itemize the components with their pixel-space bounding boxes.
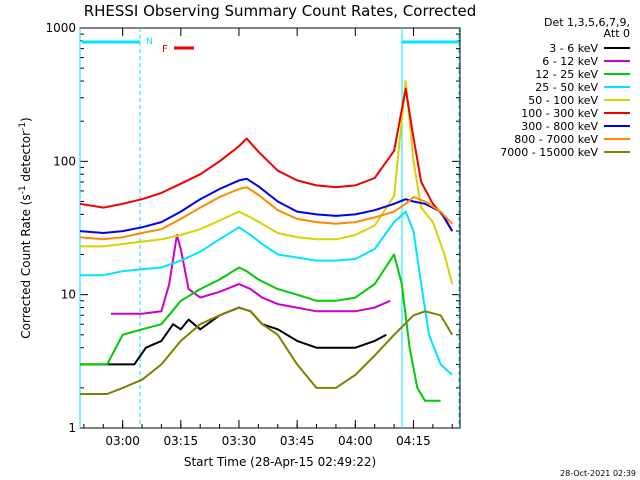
y-tick-label: 100 bbox=[53, 154, 76, 168]
series-line bbox=[80, 253, 441, 402]
series-line bbox=[79, 87, 454, 232]
series-line bbox=[80, 210, 453, 376]
x-axis-label: Start Time (28-Apr-15 02:49:22) bbox=[184, 455, 376, 469]
series-line bbox=[80, 80, 454, 285]
y-tick-label: 10 bbox=[61, 288, 76, 302]
y-tick-label: 1 bbox=[68, 421, 76, 435]
chart-title: RHESSI Observing Summary Count Rates, Co… bbox=[84, 2, 477, 20]
legend-label: 300 - 800 keV bbox=[521, 120, 598, 133]
series-line bbox=[80, 306, 454, 395]
y-axis: 1 10 100 1000 bbox=[45, 21, 460, 435]
x-tick-label: 04:15 bbox=[396, 434, 431, 448]
legend-label: 3 - 6 keV bbox=[549, 42, 598, 55]
series-line bbox=[79, 177, 454, 234]
legend-label: 50 - 100 keV bbox=[528, 94, 598, 107]
legend-label: 12 - 25 keV bbox=[535, 68, 598, 81]
legend-label: 25 - 50 keV bbox=[535, 81, 598, 94]
x-tick-label: 03:00 bbox=[105, 434, 140, 448]
x-axis: 03:00 03:15 03:30 03:45 04:00 04:15 bbox=[83, 28, 453, 448]
x-tick-label: 04:00 bbox=[338, 434, 373, 448]
x-tick-label: 03:45 bbox=[280, 434, 315, 448]
legend-header-line: Det 1,3,5,6,7,9, bbox=[544, 16, 630, 29]
timestamp: 28-Oct-2021 02:39 bbox=[560, 469, 636, 478]
x-tick-label: 03:30 bbox=[222, 434, 257, 448]
legend-label: 800 - 7000 keV bbox=[514, 133, 598, 146]
legend-label: 100 - 300 keV bbox=[521, 107, 598, 120]
y-tick-label: 1000 bbox=[45, 21, 76, 35]
legend-header-line: Att 0 bbox=[604, 27, 630, 40]
legend-label: 7000 - 15000 keV bbox=[500, 146, 598, 159]
series-line bbox=[80, 306, 387, 366]
series-line bbox=[111, 234, 391, 315]
series-group bbox=[79, 80, 454, 402]
x-tick-label: 03:15 bbox=[164, 434, 199, 448]
legend-label: 6 - 12 keV bbox=[542, 55, 598, 68]
night-flag-label: N bbox=[146, 37, 153, 47]
flare-flag-label: F bbox=[162, 44, 168, 55]
y-axis-label: Corrected Count Rate (s-1 detector-1) bbox=[18, 117, 33, 338]
series-line bbox=[79, 186, 453, 241]
